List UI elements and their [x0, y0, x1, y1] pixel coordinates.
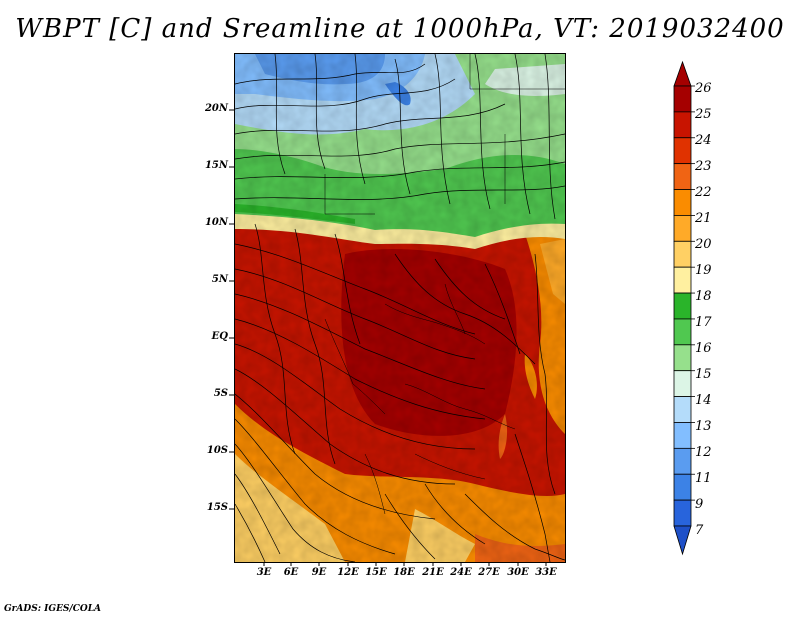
colorbar-segment — [673, 344, 692, 372]
lon-label-21e: 21E — [422, 567, 444, 578]
colorbar-segment — [673, 396, 692, 423]
colorbar-label-17: 17 — [695, 315, 712, 330]
colorbar-segment — [673, 215, 692, 242]
colorbar-segment — [673, 499, 692, 527]
colorbar-segment — [673, 85, 692, 113]
colorbar-label-22: 22 — [695, 185, 712, 200]
lon-label-3e: 3E — [256, 567, 272, 578]
lat-label-15n: 15N — [204, 160, 228, 171]
colorbar-segment — [673, 111, 692, 139]
colorbar-segment — [673, 318, 692, 346]
lon-label-18e: 18E — [393, 567, 415, 578]
streamlines — [235, 54, 565, 562]
colorbar-top-arrow — [673, 60, 692, 87]
colorbar-bottom-arrow — [673, 525, 692, 556]
colorbar-label-25: 25 — [695, 107, 712, 122]
colorbar-label-11: 11 — [695, 471, 712, 486]
colorbar-segments — [673, 60, 692, 556]
colorbar-label-19: 19 — [695, 263, 712, 278]
colorbar-label-18: 18 — [695, 289, 712, 304]
colorbar-label-23: 23 — [695, 159, 712, 174]
colorbar-label-13: 13 — [695, 419, 712, 434]
colorbar-segment — [673, 447, 692, 475]
lon-label-15e: 15E — [365, 567, 387, 578]
country-borders — [324, 54, 565, 515]
colorbar-segment — [673, 266, 692, 294]
grads-credit: GrADS: IGES/COLA — [4, 604, 102, 614]
colorbar-label-20: 20 — [695, 237, 712, 252]
chart-title: WBPT [C] and Sreamline at 1000hPa, VT: 2… — [15, 14, 785, 44]
colorbar-label-24: 24 — [695, 133, 712, 148]
colorbar-label-21: 21 — [695, 211, 712, 226]
lat-label-5s: 5S — [213, 388, 228, 399]
colorbar-segment — [673, 137, 692, 165]
colorbar-segment — [673, 240, 692, 268]
lat-label-5n: 5N — [211, 274, 228, 285]
lon-label-30e: 30E — [507, 567, 529, 578]
colorbar-label-9: 9 — [695, 497, 704, 512]
lat-label-10n: 10N — [204, 217, 228, 228]
colorbar-segment — [673, 473, 692, 501]
map-canvas — [235, 54, 565, 562]
lon-label-33e: 33E — [535, 567, 557, 578]
colorbar-segment — [673, 292, 692, 320]
lat-label-20n: 20N — [204, 103, 228, 114]
colorbar-label-26: 26 — [695, 81, 712, 96]
colorbar-segment — [673, 370, 692, 397]
colorbar-label-16: 16 — [695, 341, 712, 356]
colorbar-label-14: 14 — [695, 393, 712, 408]
lon-label-24e: 24E — [450, 567, 472, 578]
lon-label-27e: 27E — [478, 567, 500, 578]
lon-label-9e: 9E — [311, 567, 327, 578]
colorbar-segment — [673, 422, 692, 449]
colorbar-label-15: 15 — [695, 367, 712, 382]
lat-label-10s: 10S — [206, 445, 228, 456]
colorbar — [673, 60, 695, 556]
colorbar-segment — [673, 189, 692, 216]
colorbar-label-7: 7 — [695, 523, 704, 538]
lon-label-12e: 12E — [337, 567, 359, 578]
lat-label-15s: 15S — [206, 502, 228, 513]
colorbar-label-12: 12 — [695, 445, 712, 460]
colorbar-segment — [673, 163, 692, 190]
map-panel — [234, 53, 566, 563]
lat-label-eq: EQ — [211, 331, 228, 342]
lon-label-6e: 6E — [283, 567, 299, 578]
